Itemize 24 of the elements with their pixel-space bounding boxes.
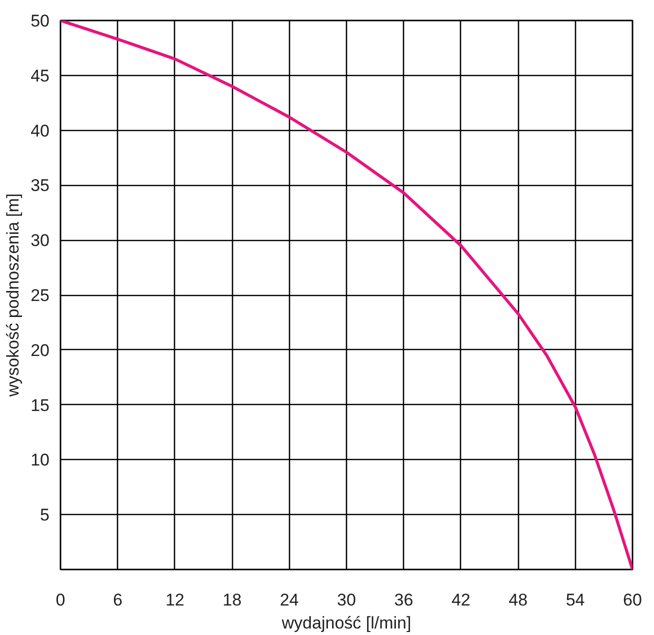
x-tick-label: 0 [56, 590, 66, 610]
x-tick-label: 30 [337, 590, 356, 610]
x-tick-label: 54 [566, 590, 585, 610]
y-tick-label: 30 [30, 231, 50, 250]
y-tick-label: 35 [30, 176, 50, 196]
x-tick-label: 36 [394, 590, 414, 610]
x-tick-label: 12 [165, 590, 184, 610]
y-tick-label: 40 [30, 121, 50, 140]
y-tick-label: 10 [30, 450, 50, 470]
x-tick-label: 60 [623, 590, 642, 610]
line-series [60, 20, 632, 570]
y-tick-label: 20 [30, 340, 50, 360]
y-axis-title: wysokość podnoszenia [m] [4, 193, 23, 398]
y-tick-label: 45 [30, 66, 50, 86]
x-tick-label: 18 [222, 590, 242, 610]
y-tick-label: 15 [30, 396, 50, 415]
y-tick-label: 50 [30, 12, 50, 30]
x-axis-title: wydajność [l/min] [280, 614, 412, 632]
x-tick-label: 48 [508, 590, 528, 610]
x-tick-label: 42 [451, 590, 470, 610]
x-tick-label: 24 [280, 590, 299, 610]
x-tick-label: 6 [112, 590, 122, 610]
y-tick-label: 25 [30, 286, 50, 305]
y-tick-label: 5 [40, 506, 50, 525]
